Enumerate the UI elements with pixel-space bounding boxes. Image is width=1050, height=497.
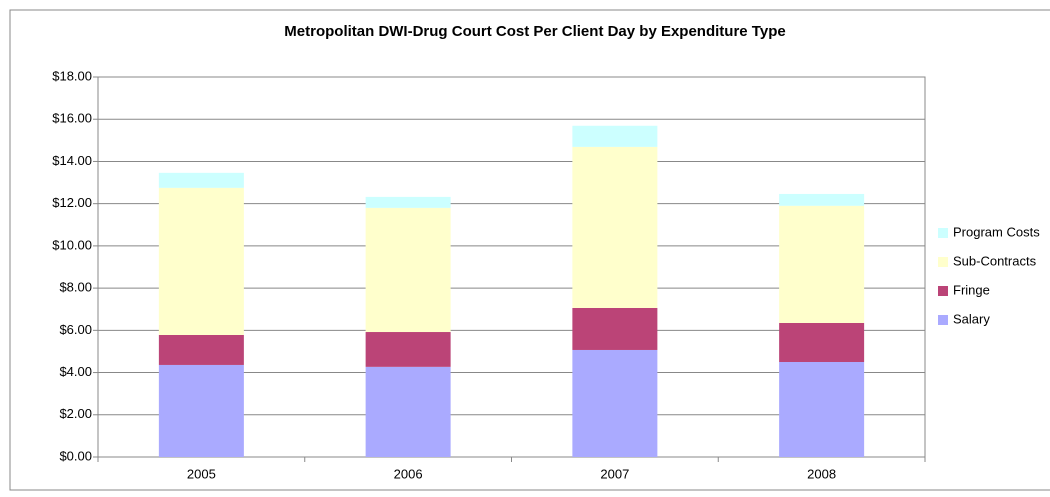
y-tick-label: $14.00 [52,153,92,168]
y-tick-label: $16.00 [52,111,92,126]
chart-title: Metropolitan DWI-Drug Court Cost Per Cli… [284,23,785,40]
bar-segment [572,146,658,308]
bar-segment [365,332,451,367]
y-tick-label: $18.00 [52,68,92,83]
y-tick-label: $4.00 [59,364,92,379]
y-tick-label: $2.00 [59,406,92,421]
legend-swatch [938,228,948,238]
y-tick-label: $6.00 [59,322,92,337]
bar-segment [779,362,865,457]
bar-segment [572,307,658,350]
bar-segment [158,187,244,335]
y-tick-label: $8.00 [59,280,92,295]
bar-segment [158,172,244,188]
bar-segment [365,196,451,208]
legend-swatch [938,315,948,325]
legend-swatch [938,257,948,267]
bar-segment [365,366,451,457]
legend-label: Salary [953,311,990,326]
x-tick-label: 2005 [187,466,216,481]
bar-segment [365,207,451,333]
bar-segment [572,125,658,147]
bar-segment [779,322,865,362]
bar-segment [158,334,244,365]
y-tick-label: $10.00 [52,237,92,252]
bar-segment [158,364,244,457]
bar-segment [779,193,865,206]
legend-swatch [938,286,948,296]
bar-segment [572,349,658,457]
y-tick-label: $12.00 [52,195,92,210]
legend-label: Sub-Contracts [953,253,1037,268]
legend-label: Program Costs [953,224,1040,239]
x-tick-label: 2006 [394,466,423,481]
x-tick-label: 2008 [807,466,836,481]
x-tick-label: 2007 [600,466,629,481]
y-tick-label: $0.00 [59,448,92,463]
legend-label: Fringe [953,282,990,297]
bar-segment [779,205,865,323]
